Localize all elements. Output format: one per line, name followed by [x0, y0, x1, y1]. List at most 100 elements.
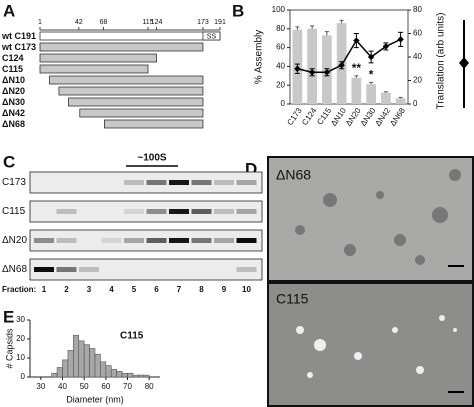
histogram-bar — [78, 340, 85, 378]
histogram-bar — [121, 372, 128, 378]
x-axis-label: Diameter (nm) — [66, 394, 124, 404]
y2-tick-label: 60 — [413, 29, 422, 38]
gel-strip — [29, 200, 263, 223]
gel-band — [56, 267, 77, 272]
tag-label: SS — [207, 33, 217, 40]
particle — [314, 339, 326, 351]
fraction-number: 7 — [177, 285, 182, 294]
marker — [367, 53, 375, 61]
fraction-number: 9 — [222, 285, 227, 294]
panel-letter: A — [3, 1, 15, 20]
gel-band — [79, 267, 99, 272]
histogram-bar — [83, 344, 90, 378]
y-tick-label: 20 — [276, 80, 285, 89]
histogram-bar — [138, 374, 145, 378]
ruler-label: 1 — [38, 19, 42, 26]
construct-bar — [49, 75, 204, 85]
x-tick-label: 30 — [36, 382, 45, 391]
x-tick-label: 50 — [80, 382, 89, 391]
micrograph — [267, 282, 474, 407]
construct-label: C124 — [2, 53, 24, 63]
histogram-bar — [67, 350, 74, 378]
construct-label: C115 — [2, 64, 23, 74]
key-marker — [459, 57, 469, 69]
gel-band — [236, 209, 257, 214]
particle — [376, 191, 384, 199]
particle — [295, 225, 305, 235]
gel-band — [56, 238, 77, 243]
marker — [353, 37, 360, 44]
histogram-bar — [132, 374, 139, 378]
ruler-label: 191 — [214, 19, 226, 26]
particle — [392, 327, 398, 333]
fraction-number: 1 — [42, 285, 47, 294]
gel-band — [236, 267, 257, 272]
gel-band — [214, 180, 234, 185]
marker — [323, 69, 331, 76]
fraction-number: 4 — [109, 285, 114, 294]
marker — [338, 62, 345, 69]
fraction-label: Fraction: — [2, 285, 36, 294]
histogram-bar — [127, 372, 134, 378]
x-tick-label: 80 — [145, 382, 154, 391]
particle — [415, 255, 425, 265]
construct-label: wt C191 — [1, 31, 36, 41]
construct-bar — [39, 64, 149, 74]
gel-band — [124, 209, 144, 214]
bar — [351, 77, 362, 104]
fraction-number: 8 — [199, 285, 204, 294]
marker — [294, 65, 301, 72]
ruler-label: 115 — [142, 19, 153, 26]
histogram-bar — [51, 372, 58, 378]
y-axis-label: # Capsids — [4, 328, 14, 369]
panel-letter: B — [232, 1, 244, 20]
x-tick-label: 60 — [101, 382, 110, 391]
gel-band — [236, 238, 257, 243]
lane-label: C173 — [2, 177, 26, 188]
construct-label: ΔN10 — [2, 75, 25, 85]
gel-band — [146, 238, 167, 243]
x-tick-label: 40 — [58, 382, 67, 391]
fraction-number: 10 — [242, 285, 251, 294]
gel-band — [169, 180, 189, 185]
gel-band — [34, 267, 54, 272]
gel-band — [56, 209, 77, 214]
construct-bar — [39, 31, 221, 41]
bar — [307, 28, 317, 104]
gel-band — [34, 238, 54, 243]
ruler-label: 124 — [151, 19, 163, 26]
particle — [416, 366, 424, 374]
histogram-bar — [89, 348, 96, 378]
y-tick-label: 100 — [272, 5, 286, 14]
gel-band — [124, 238, 144, 243]
lane-label: ΔN68 — [2, 264, 27, 275]
bar — [366, 84, 376, 104]
histogram-bar — [110, 369, 117, 378]
y2-tick-label: 40 — [413, 52, 422, 61]
fraction-number: 6 — [154, 285, 159, 294]
histogram-bar — [143, 374, 150, 378]
gel-band — [169, 238, 189, 243]
micrograph-label: C115 — [276, 291, 309, 307]
gel-band — [214, 238, 234, 243]
gel-strip — [29, 171, 263, 194]
y2-tick-label: 20 — [413, 76, 422, 85]
bar — [381, 92, 391, 104]
particle — [296, 326, 304, 334]
y-tick-label: 0 — [21, 372, 26, 381]
lane-label: ΔN20 — [2, 235, 27, 246]
marker — [382, 43, 390, 50]
marker — [397, 36, 404, 43]
gel-band — [169, 209, 189, 214]
gel-band — [236, 180, 257, 185]
panel-letter: C — [3, 152, 15, 171]
construct-bar — [39, 53, 157, 63]
y-tick-label: 40 — [276, 62, 285, 71]
particle — [449, 169, 461, 181]
panel-letter: E — [3, 307, 14, 326]
construct-label: wt C173 — [1, 42, 36, 52]
fraction-number: 2 — [64, 285, 69, 294]
construct-label: ΔN68 — [2, 119, 25, 129]
gel-band — [214, 209, 234, 214]
gel-band — [191, 238, 212, 243]
